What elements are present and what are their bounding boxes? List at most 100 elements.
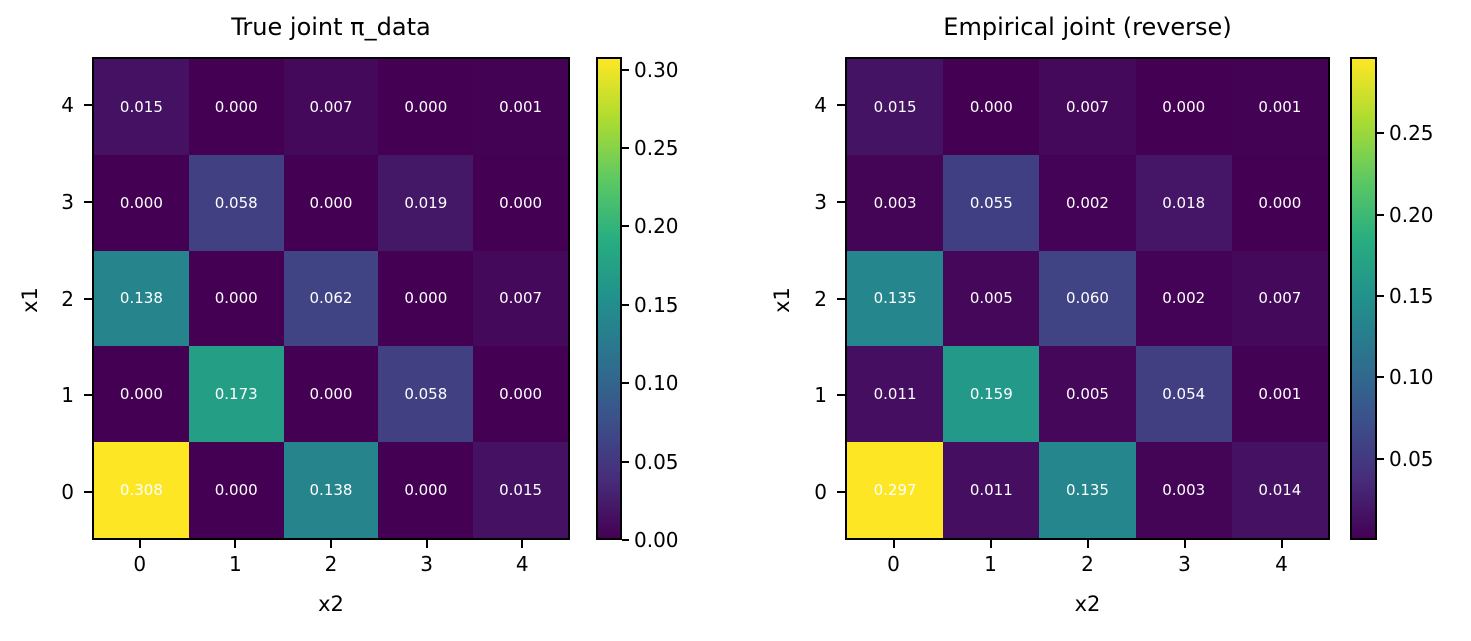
heatmap-cell: 0.000: [188, 59, 284, 155]
left-colorbar-tickmark: [622, 382, 629, 385]
right-y-tickmark: [837, 490, 845, 493]
left-x-tickmark: [330, 540, 332, 548]
heatmap-cell: 0.060: [1039, 250, 1136, 347]
right-y-tickmark: [837, 394, 845, 397]
heatmap-cell: 0.015: [847, 59, 944, 155]
heatmap-cell: 0.018: [1135, 154, 1232, 251]
left-chart-title: True joint π_data: [231, 13, 431, 41]
heatmap-cell: 0.138: [94, 250, 189, 347]
heatmap-cell: 0.000: [188, 442, 284, 538]
right-y-ticklabel: 1: [814, 383, 827, 408]
heatmap-cell: 0.297: [847, 442, 944, 538]
right-x-axis-label: x2: [1074, 592, 1101, 616]
heatmap-cell: 0.000: [283, 346, 379, 443]
heatmap-cell: 0.000: [378, 442, 474, 538]
left-y-tickmark: [84, 200, 92, 203]
heatmap-cell: 0.003: [847, 154, 944, 251]
heatmap-cell: 0.058: [378, 346, 474, 443]
left-colorbar-ticklabel: 0.20: [634, 214, 679, 239]
right-colorbar-tickmark: [1377, 213, 1384, 216]
left-y-ticklabel: 1: [61, 383, 74, 408]
heatmap-cell: 0.015: [94, 59, 189, 155]
left-y-ticklabel: 0: [61, 479, 74, 504]
heatmap-cell: 0.062: [283, 250, 379, 347]
right-colorbar-ticklabel: 0.10: [1389, 365, 1434, 390]
heatmap-cell: 0.000: [473, 154, 568, 251]
heatmap-cell: 0.000: [473, 346, 568, 443]
heatmap-cell: 0.011: [943, 442, 1040, 538]
left-x-ticklabel: 0: [133, 552, 147, 576]
right-colorbar-ticklabel: 0.15: [1389, 284, 1434, 309]
heatmap-cell: 0.007: [1039, 59, 1136, 155]
heatmap-cell: 0.000: [1231, 154, 1328, 251]
right-y-tickmark: [837, 200, 845, 203]
heatmap-cell: 0.308: [94, 442, 189, 538]
heatmap-cell: 0.002: [1039, 154, 1136, 251]
right-x-ticklabel: 1: [984, 552, 997, 576]
left-colorbar-tickmark: [622, 225, 629, 228]
heatmap-cell: 0.055: [943, 154, 1040, 251]
heatmap-cell: 0.007: [473, 250, 568, 347]
right-y-ticklabel: 4: [814, 93, 827, 118]
right-chart-title: Empirical joint (reverse): [943, 13, 1232, 41]
right-x-ticklabel: 0: [887, 552, 900, 576]
heatmap-cell: 0.019: [378, 154, 474, 251]
left-colorbar-ticklabel: 0.15: [634, 292, 679, 317]
right-heatmap: 0.015 0.000 0.007 0.000 0.001 0.003 0.055 0.002…: [845, 57, 1330, 540]
right-colorbar-tickmark: [1377, 457, 1384, 460]
heatmap-cell: 0.000: [188, 250, 284, 347]
left-y-tickmark: [84, 394, 92, 397]
heatmap-cell: 0.001: [473, 59, 568, 155]
left-colorbar: [596, 57, 622, 540]
right-y-tickmark: [837, 104, 845, 107]
left-colorbar-tickmark: [622, 539, 629, 541]
left-colorbar-ticklabel: 0.05: [634, 449, 679, 474]
left-x-tickmark: [138, 540, 141, 548]
heatmap-cell: 0.000: [283, 154, 379, 251]
heatmap-cell: 0.173: [188, 346, 284, 443]
left-colorbar-ticklabel: 0.25: [634, 135, 679, 160]
right-x-tickmark: [1280, 540, 1283, 548]
heatmap-cell: 0.135: [1039, 442, 1136, 538]
right-colorbar-tickmark: [1377, 132, 1384, 135]
left-x-tickmark: [425, 540, 428, 548]
right-colorbar-ticklabel: 0.20: [1389, 202, 1434, 227]
heatmap-cell: 0.005: [943, 250, 1040, 347]
right-y-ticklabel: 2: [814, 286, 827, 311]
left-x-ticklabel: 2: [324, 552, 338, 576]
heatmap-cell: 0.002: [1135, 250, 1232, 347]
right-colorbar-tickmark: [1377, 295, 1384, 298]
right-x-ticklabel: 3: [1178, 552, 1191, 576]
heatmap-cell: 0.000: [378, 250, 474, 347]
right-x-tickmark: [1086, 540, 1089, 548]
heatmap-cell: 0.138: [283, 442, 379, 538]
right-x-ticklabel: 2: [1081, 552, 1094, 576]
right-x-tickmark: [1183, 540, 1186, 548]
left-y-ticklabel: 2: [61, 286, 74, 311]
heatmap-cell: 0.001: [1231, 346, 1328, 443]
left-y-tickmark: [84, 490, 92, 493]
left-colorbar-tickmark: [622, 303, 629, 306]
heatmap-cell: 0.000: [94, 346, 189, 443]
left-x-ticklabel: 4: [515, 552, 529, 576]
heatmap-cell: 0.058: [188, 154, 284, 251]
left-colorbar-ticklabel: 0.30: [634, 57, 679, 82]
left-y-tickmark: [84, 104, 92, 107]
heatmap-cell: 0.005: [1039, 346, 1136, 443]
right-y-ticklabel: 3: [814, 189, 827, 214]
left-colorbar-ticklabel: 0.10: [634, 371, 679, 396]
heatmap-cell: 0.135: [847, 250, 944, 347]
heatmap-cell: 0.011: [847, 346, 944, 443]
left-x-tickmark: [521, 540, 524, 548]
heatmap-cell: 0.015: [473, 442, 568, 538]
right-x-ticklabel: 4: [1275, 552, 1288, 576]
right-colorbar-tickmark: [1377, 376, 1384, 379]
heatmap-cell: 0.003: [1135, 442, 1232, 538]
right-colorbar-ticklabel: 0.25: [1389, 121, 1434, 146]
heatmap-cell: 0.007: [1231, 250, 1328, 347]
left-colorbar-tickmark: [622, 68, 629, 71]
left-y-ticklabel: 3: [61, 189, 74, 214]
left-x-ticklabel: 1: [229, 552, 242, 576]
left-y-tickmark: [84, 297, 92, 300]
